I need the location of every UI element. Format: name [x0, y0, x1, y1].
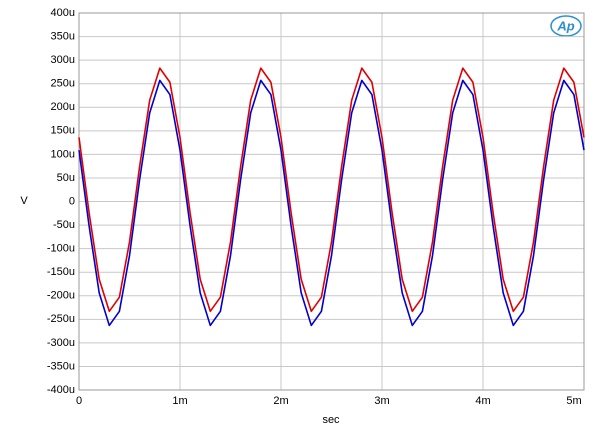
y-tick-label: 0 [69, 195, 75, 207]
y-tick-label: 100u [51, 148, 75, 160]
x-tick-label: 3m [374, 395, 389, 407]
series-line [78, 79, 585, 327]
logo-ring [550, 15, 582, 37]
y-tick-label: -300u [47, 337, 75, 349]
y-tick-label: -350u [47, 360, 75, 372]
y-tick-label: -200u [47, 290, 75, 302]
y-tick-label: -250u [47, 313, 75, 325]
y-tick-label: 250u [51, 78, 75, 90]
y-tick-label: 50u [57, 172, 75, 184]
y-tick-label: 400u [51, 7, 75, 19]
series-line [78, 67, 585, 313]
y-tick-label: 300u [51, 54, 75, 66]
y-tick-label: -50u [53, 219, 75, 231]
plot-frame [78, 12, 585, 391]
x-tick-label: 1m [172, 395, 187, 407]
x-tick-label: 0 [76, 395, 82, 407]
y-tick-label: -400u [47, 384, 75, 396]
x-axis-label: sec [322, 414, 340, 426]
y-tick-label: 150u [51, 125, 75, 137]
y-axis-label: V [20, 195, 28, 207]
y-tick-label: 350u [51, 30, 75, 42]
x-tick-label: 4m [475, 395, 490, 407]
y-tick-label: -100u [47, 243, 75, 255]
y-tick-label: -150u [47, 266, 75, 278]
logo: Ap [556, 18, 574, 33]
x-tick-label: 5m [566, 395, 581, 407]
y-tick-label: 200u [51, 101, 75, 113]
x-tick-label: 2m [273, 395, 288, 407]
